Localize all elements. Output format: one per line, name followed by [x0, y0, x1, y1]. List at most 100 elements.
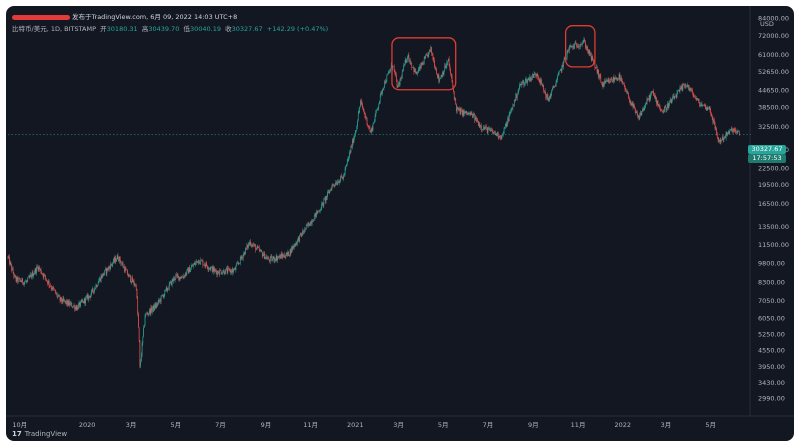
candle-body [317, 211, 319, 214]
candle-body [422, 63, 424, 65]
candle-body [378, 104, 380, 108]
candle-body [248, 243, 250, 245]
candle-body [421, 62, 423, 65]
candle-body [14, 275, 16, 278]
candle-body [96, 284, 98, 287]
candle-body [711, 116, 713, 118]
candle-body [314, 212, 316, 216]
candle-body [236, 263, 237, 267]
candle-body [694, 96, 696, 99]
candle-body [732, 129, 734, 133]
candle-body [340, 175, 342, 181]
candle-body [363, 110, 365, 113]
candle-body [653, 91, 654, 96]
candle-body [91, 290, 92, 295]
candle-body [253, 244, 254, 246]
annotation-box[interactable] [391, 37, 457, 91]
candle-body [697, 99, 699, 101]
footer-brand[interactable]: 17 TradingView [12, 430, 67, 438]
candle-body [12, 268, 14, 274]
open-value: 30180.31 [106, 25, 138, 33]
candle-body [488, 127, 490, 129]
candle-body [51, 288, 53, 290]
candle-body [153, 305, 155, 310]
candle-body [107, 268, 109, 271]
candle-body [179, 276, 181, 279]
candle-body [530, 76, 531, 81]
candle-body [582, 42, 583, 44]
candle-body [514, 99, 516, 101]
symbol-label[interactable]: 比特币/美元, 1D, BITSTAMP [12, 25, 97, 33]
candle-body [418, 68, 420, 70]
candle-body [609, 81, 610, 83]
candle-body [147, 313, 149, 315]
candle-body [387, 72, 389, 75]
candle-body [461, 109, 462, 111]
candle-body [486, 126, 487, 128]
candle-body [487, 128, 489, 133]
candle-body [442, 72, 443, 77]
candle-body [716, 134, 718, 138]
candle-body [705, 107, 707, 109]
candle-body [663, 112, 665, 113]
candle-body [242, 257, 243, 259]
candle-body [707, 108, 709, 111]
candle-body [563, 58, 565, 61]
candle-body [677, 90, 679, 93]
candle-body [567, 49, 569, 53]
candle-body [178, 275, 180, 280]
candle-body [62, 298, 64, 303]
candle-body [357, 113, 359, 122]
candle-body [429, 49, 431, 51]
candle-body [171, 279, 173, 286]
candle-body [86, 296, 87, 298]
candle-body [587, 46, 588, 51]
candle-body [260, 250, 262, 251]
candle-body [420, 62, 422, 69]
candle-body [86, 295, 88, 297]
candle-body [288, 251, 289, 256]
candle-body [231, 270, 232, 273]
candle-body [336, 183, 338, 185]
candle-body [409, 60, 411, 64]
candle-body [285, 256, 287, 258]
candle-body [338, 181, 339, 184]
candle-body [439, 78, 440, 82]
candle-body [25, 281, 27, 282]
candle-body [382, 88, 384, 90]
candle-body [226, 268, 228, 273]
candle-body [170, 281, 172, 284]
candle-body [675, 96, 676, 97]
candle-body [665, 106, 667, 110]
candle-body [176, 274, 177, 276]
candle-body [19, 278, 21, 281]
candle-body [90, 294, 92, 298]
candle-body [162, 295, 163, 296]
annotation-box[interactable] [564, 25, 596, 68]
candle-body [359, 106, 361, 111]
candle-body [470, 112, 471, 116]
candle-body [450, 69, 451, 74]
candle-body [600, 75, 602, 83]
candle-body [662, 111, 664, 113]
candle-body [49, 285, 51, 286]
candle-body [319, 210, 320, 212]
candle-body [50, 286, 52, 289]
candle-body [347, 158, 349, 162]
candle-body [351, 146, 353, 148]
candle-body [569, 46, 571, 47]
candle-body [290, 249, 292, 254]
candle-body [349, 152, 350, 158]
candle-body [58, 295, 59, 297]
candle-body [45, 274, 46, 279]
candle-body [437, 74, 439, 78]
candle-body [504, 126, 506, 129]
candle-body [28, 276, 29, 278]
candle-body [203, 264, 204, 266]
y-tick-label: 9800.00 [758, 259, 785, 267]
candle-body [440, 75, 442, 79]
candle-body [533, 73, 535, 78]
candle-body [76, 306, 78, 310]
candle-body [282, 255, 284, 258]
